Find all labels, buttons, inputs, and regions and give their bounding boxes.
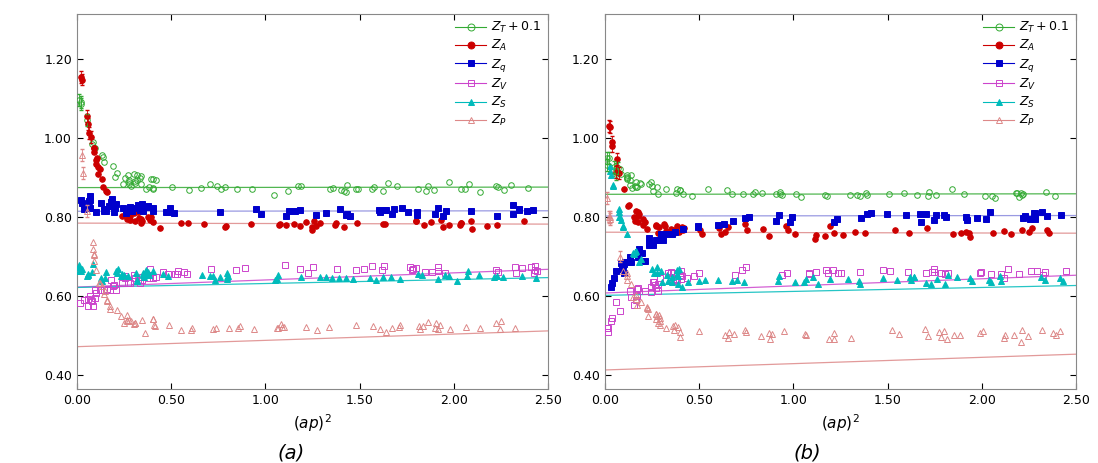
Text: (a): (a)	[278, 444, 304, 463]
X-axis label: $(ap)^2$: $(ap)^2$	[821, 413, 860, 434]
Legend: $Z_T + 0.1$, $Z_A$, $Z_q$, $Z_V$, $Z_S$, $Z_P$: $Z_T + 0.1$, $Z_A$, $Z_q$, $Z_V$, $Z_S$,…	[452, 18, 545, 131]
Text: (b): (b)	[793, 444, 821, 463]
X-axis label: $(ap)^2$: $(ap)^2$	[293, 413, 332, 434]
Legend: $Z_T + 0.1$, $Z_A$, $Z_q$, $Z_V$, $Z_S$, $Z_P$: $Z_T + 0.1$, $Z_A$, $Z_q$, $Z_V$, $Z_S$,…	[981, 18, 1073, 131]
